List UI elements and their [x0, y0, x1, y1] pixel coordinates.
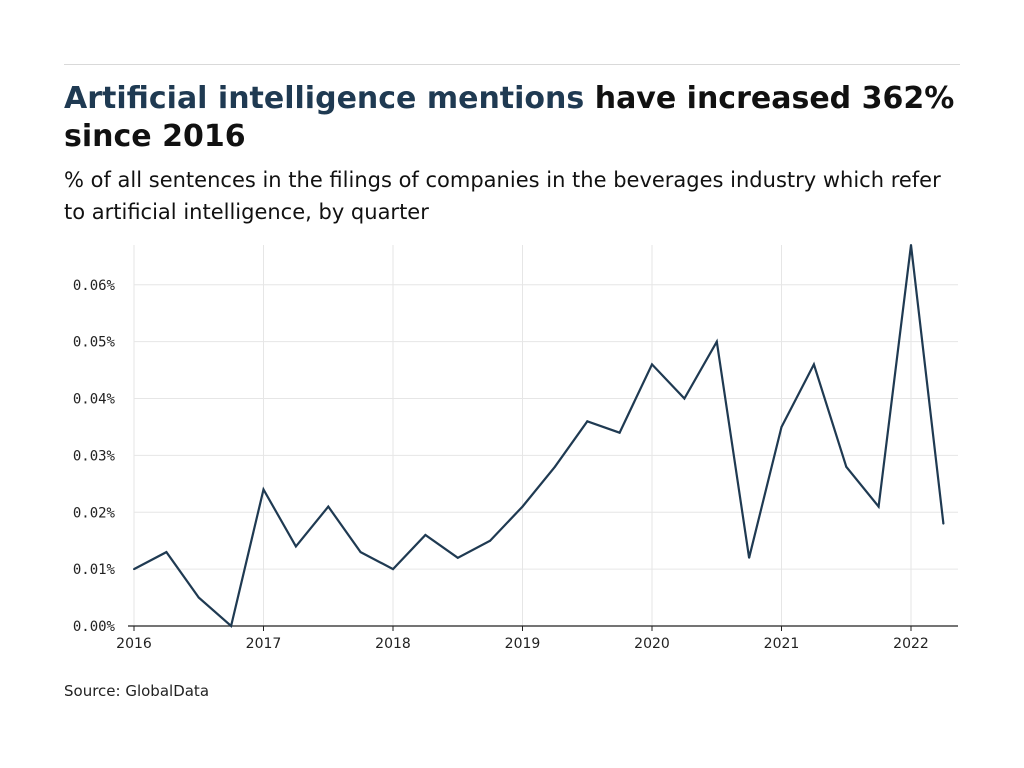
- data-point: [812, 363, 815, 366]
- data-point: [489, 539, 492, 542]
- x-tick-label: 2018: [375, 636, 411, 652]
- title-rest: have increased 362% since 2016: [64, 81, 955, 154]
- chart-title: Artificial intelligence mentions have in…: [64, 80, 964, 156]
- title-highlight: Artificial intelligence mentions: [64, 81, 585, 116]
- data-point: [910, 244, 912, 246]
- x-tick-label: 2019: [505, 636, 541, 652]
- data-point: [748, 556, 751, 559]
- y-tick-label: 0.04%: [73, 392, 116, 408]
- y-tick-label: 0.00%: [73, 619, 116, 635]
- data-point: [683, 397, 686, 400]
- data-point: [262, 488, 265, 491]
- x-tick-label: 2022: [893, 636, 929, 652]
- y-tick-label: 0.01%: [73, 562, 116, 578]
- x-tick-label: 2017: [246, 636, 282, 652]
- data-point: [780, 425, 783, 428]
- data-point: [456, 556, 459, 559]
- data-point: [553, 465, 556, 468]
- y-tick-label: 0.05%: [73, 335, 116, 351]
- data-point: [424, 534, 427, 537]
- x-tick-label: 2021: [764, 636, 800, 652]
- data-point: [618, 431, 621, 434]
- y-tick-label: 0.06%: [73, 278, 116, 294]
- data-point: [197, 596, 200, 599]
- data-point: [942, 522, 945, 525]
- data-point: [715, 340, 718, 343]
- y-tick-label: 0.03%: [73, 448, 116, 464]
- data-point: [521, 505, 524, 508]
- chart-subtitle: % of all sentences in the filings of com…: [64, 168, 941, 224]
- data-point: [586, 420, 589, 423]
- data-point: [845, 465, 848, 468]
- data-point: [133, 568, 135, 571]
- data-point: [327, 505, 330, 508]
- x-tick-label: 2020: [634, 636, 670, 652]
- top-rule: [64, 64, 960, 65]
- data-point: [294, 545, 297, 548]
- data-point: [230, 625, 233, 627]
- source-note: Source: GlobalData: [64, 682, 210, 700]
- series-line: [133, 244, 945, 629]
- data-point: [651, 363, 653, 366]
- y-tick-label: 0.02%: [73, 505, 116, 521]
- data-point: [877, 505, 880, 508]
- data-point: [165, 551, 168, 554]
- x-tick-label: 2016: [116, 636, 152, 652]
- data-point: [359, 551, 362, 554]
- data-point: [392, 568, 394, 571]
